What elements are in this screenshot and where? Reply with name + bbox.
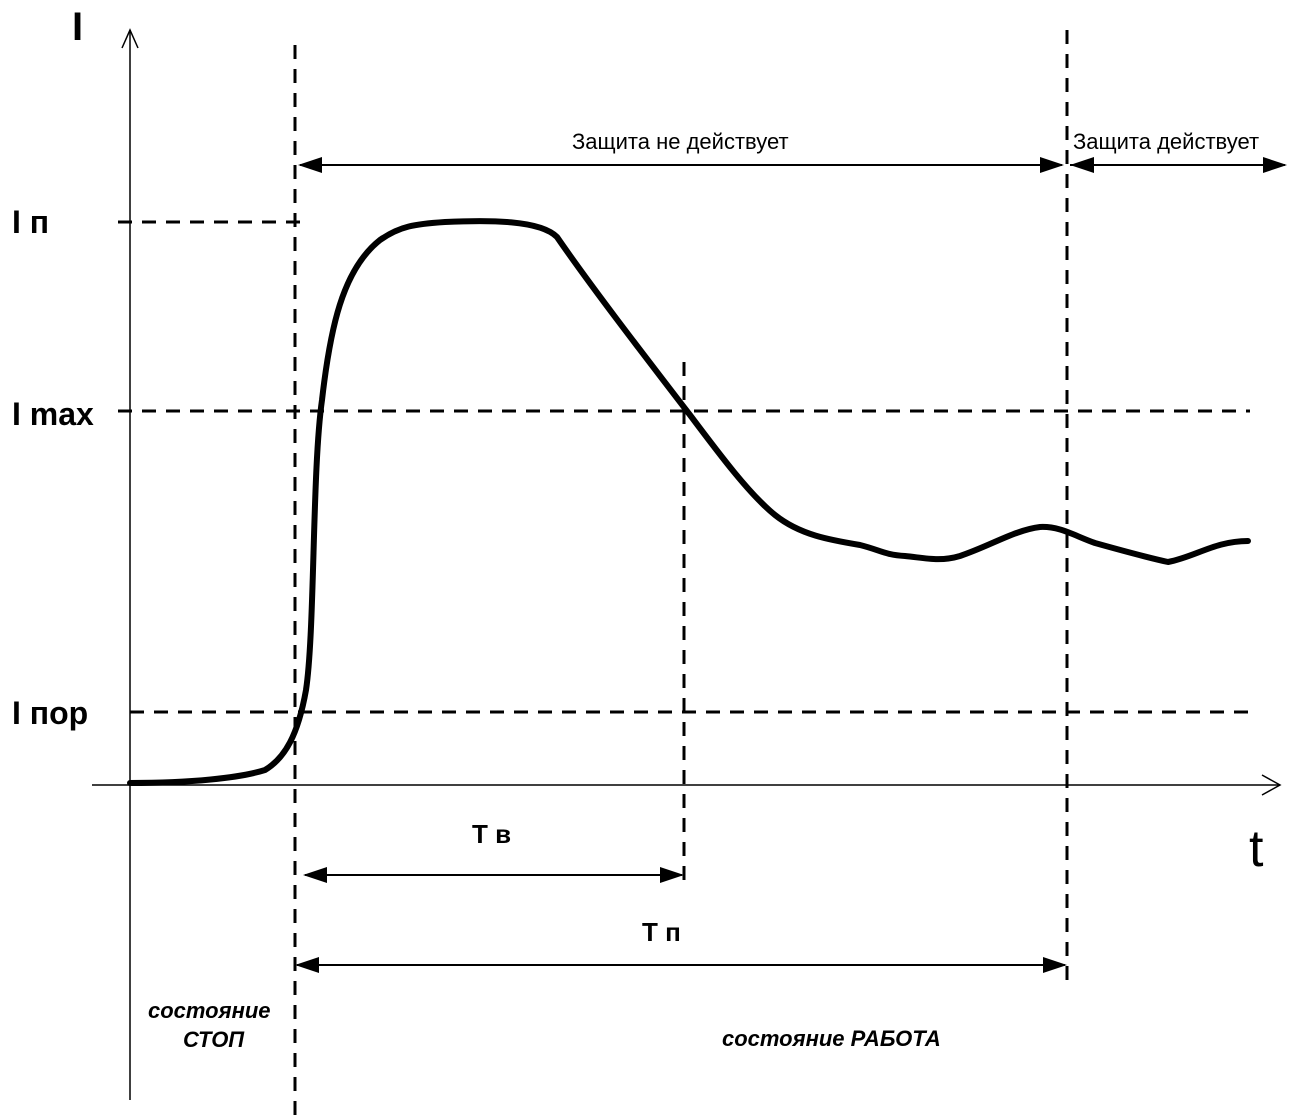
x-axis-label: t bbox=[1249, 820, 1264, 878]
level-imax-label: I max bbox=[12, 396, 94, 432]
state-stop-label-line2: СТОП bbox=[183, 1027, 245, 1052]
x-axis-arrow bbox=[1261, 774, 1282, 796]
tp-arrowhead-right bbox=[1043, 957, 1067, 973]
state-work-label: состояние РАБОТА bbox=[722, 1026, 941, 1051]
zone-not-active-arrowhead-left bbox=[298, 157, 322, 173]
tv-arrowhead-left bbox=[303, 867, 327, 883]
y-axis-arrow bbox=[121, 28, 139, 49]
zone-not-active-arrowhead-right bbox=[1040, 157, 1064, 173]
zone-active-label: Защита действует bbox=[1073, 129, 1259, 154]
tp-arrowhead-left bbox=[295, 957, 319, 973]
tv-arrowhead-right bbox=[660, 867, 684, 883]
zone-active-arrowhead-left bbox=[1070, 157, 1094, 173]
tp-label: Т п bbox=[642, 917, 681, 947]
y-axis-label: I bbox=[72, 5, 83, 49]
current-curve bbox=[127, 218, 1251, 786]
state-stop-label-line1: состояние bbox=[148, 998, 271, 1023]
level-ipor-label: I пор bbox=[12, 695, 88, 731]
tv-label: Т в bbox=[472, 819, 511, 849]
zone-active-arrowhead-right bbox=[1263, 157, 1287, 173]
level-ip-label: I п bbox=[12, 204, 49, 240]
zone-not-active-label: Защита не действует bbox=[572, 129, 789, 154]
